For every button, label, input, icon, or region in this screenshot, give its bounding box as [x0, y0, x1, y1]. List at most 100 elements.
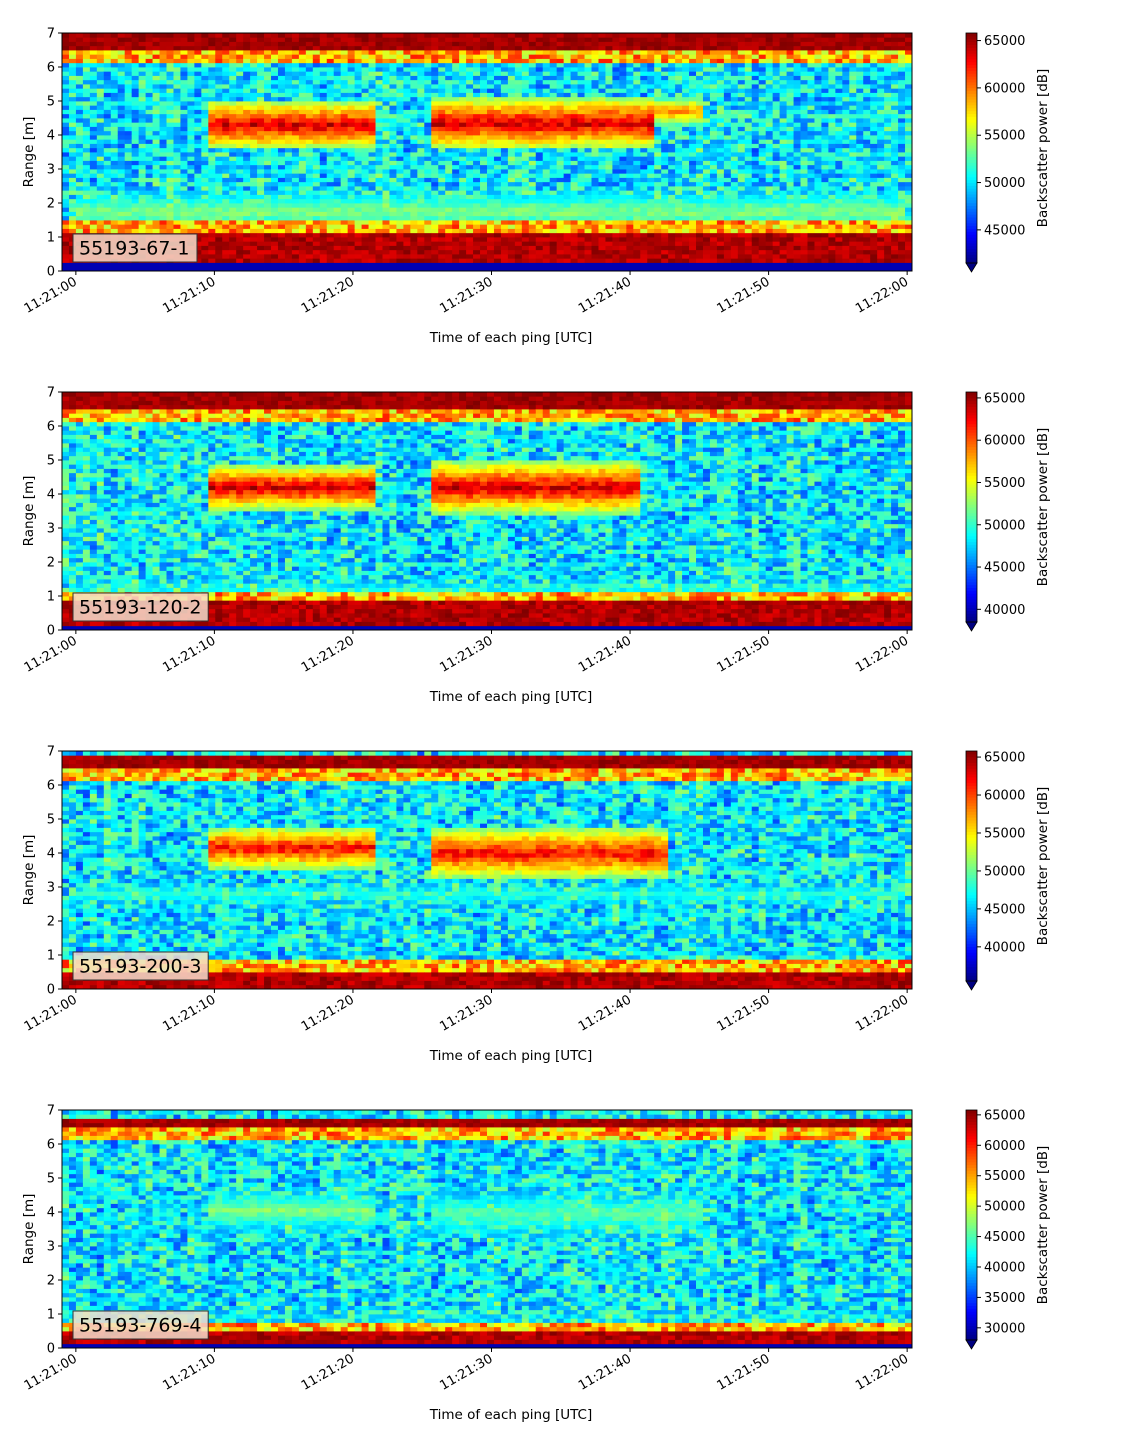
heatmap-cell [292, 67, 299, 72]
heatmap-cell [97, 173, 104, 178]
heatmap-cell [633, 76, 640, 81]
heatmap-cell [208, 42, 215, 47]
heatmap-cell [62, 246, 69, 251]
heatmap-cell [633, 203, 640, 208]
heatmap-cell [285, 178, 292, 183]
heatmap-cell [201, 84, 208, 89]
heatmap-cell [654, 88, 661, 93]
heatmap-cell [598, 42, 605, 47]
heatmap-cell [382, 169, 389, 174]
heatmap-cell [285, 195, 292, 200]
heatmap-cell [132, 144, 139, 149]
heatmap-cell [285, 37, 292, 42]
heatmap-cell [661, 148, 668, 153]
heatmap-cell [90, 165, 97, 170]
heatmap-cell [139, 165, 146, 170]
heatmap-cell [139, 63, 146, 68]
heatmap-cell [111, 46, 118, 51]
heatmap-cell [76, 122, 83, 127]
heatmap-cell [285, 42, 292, 47]
heatmap-cell [271, 246, 278, 251]
heatmap-cell [271, 195, 278, 200]
heatmap-cell [438, 195, 445, 200]
heatmap-cell [111, 37, 118, 42]
heatmap-cell [104, 144, 111, 149]
heatmap-cell [257, 246, 264, 251]
heatmap-cell [598, 254, 605, 259]
heatmap-cell [146, 263, 153, 268]
heatmap-cell [633, 178, 640, 183]
heatmap-cell [376, 186, 383, 191]
heatmap-cell [355, 199, 362, 204]
heatmap-cell [571, 148, 578, 153]
heatmap-cell [459, 118, 466, 123]
heatmap-cell [424, 46, 431, 51]
heatmap-cell [494, 54, 501, 59]
heatmap-cell [585, 220, 592, 225]
heatmap-cell [640, 110, 647, 115]
heatmap-cell [543, 84, 550, 89]
heatmap-cell [410, 80, 417, 85]
heatmap-cell [543, 97, 550, 102]
heatmap-cell [362, 165, 369, 170]
heatmap-cell [619, 148, 626, 153]
heatmap-cell [222, 135, 229, 140]
heatmap-cell [480, 156, 487, 161]
heatmap-cell [160, 263, 167, 268]
heatmap-cell [633, 42, 640, 47]
heatmap-cell [536, 178, 543, 183]
heatmap-cell [501, 110, 508, 115]
heatmap-cell [250, 190, 257, 195]
heatmap-cell [271, 84, 278, 89]
heatmap-cell [410, 118, 417, 123]
heatmap-cell [438, 127, 445, 132]
heatmap-cell [487, 156, 494, 161]
heatmap-cell [501, 199, 508, 204]
heatmap-cell [355, 97, 362, 102]
heatmap-cell [424, 165, 431, 170]
heatmap-cell [543, 195, 550, 200]
heatmap-cell [564, 190, 571, 195]
heatmap-cell [118, 212, 125, 217]
heatmap-cell [376, 76, 383, 81]
heatmap-cell [97, 67, 104, 72]
heatmap-cell [104, 71, 111, 76]
heatmap-cell [313, 220, 320, 225]
heatmap-cell [215, 54, 222, 59]
heatmap-cell [417, 263, 424, 268]
heatmap-cell [348, 173, 355, 178]
heatmap-cell [598, 139, 605, 144]
heatmap-cell [633, 263, 640, 268]
heatmap-cell [111, 114, 118, 119]
heatmap-cell [626, 139, 633, 144]
heatmap-cell [626, 207, 633, 212]
heatmap-cell [459, 135, 466, 140]
heatmap-cell [598, 165, 605, 170]
heatmap-cell [90, 220, 97, 225]
heatmap-cell [153, 131, 160, 136]
heatmap-cell [257, 59, 264, 64]
heatmap-cell [194, 127, 201, 132]
heatmap-cell [473, 229, 480, 234]
heatmap-cell [452, 110, 459, 115]
heatmap-cell [208, 63, 215, 68]
heatmap-cell [167, 212, 174, 217]
heatmap-cell [459, 127, 466, 132]
heatmap-cell [619, 233, 626, 238]
heatmap-cell [403, 46, 410, 51]
heatmap-cell [355, 182, 362, 187]
heatmap-cell [543, 135, 550, 140]
heatmap-cell [473, 110, 480, 115]
heatmap-cell [522, 33, 529, 38]
heatmap-cell [410, 169, 417, 174]
heatmap-cell [605, 118, 612, 123]
heatmap-cell [605, 237, 612, 242]
heatmap-cell [529, 263, 536, 268]
heatmap-cell [480, 258, 487, 263]
heatmap-cell [647, 84, 654, 89]
heatmap-cell [132, 224, 139, 229]
heatmap-cell [69, 93, 76, 98]
heatmap-cell [522, 178, 529, 183]
heatmap-cell [473, 71, 480, 76]
heatmap-cell [612, 169, 619, 174]
